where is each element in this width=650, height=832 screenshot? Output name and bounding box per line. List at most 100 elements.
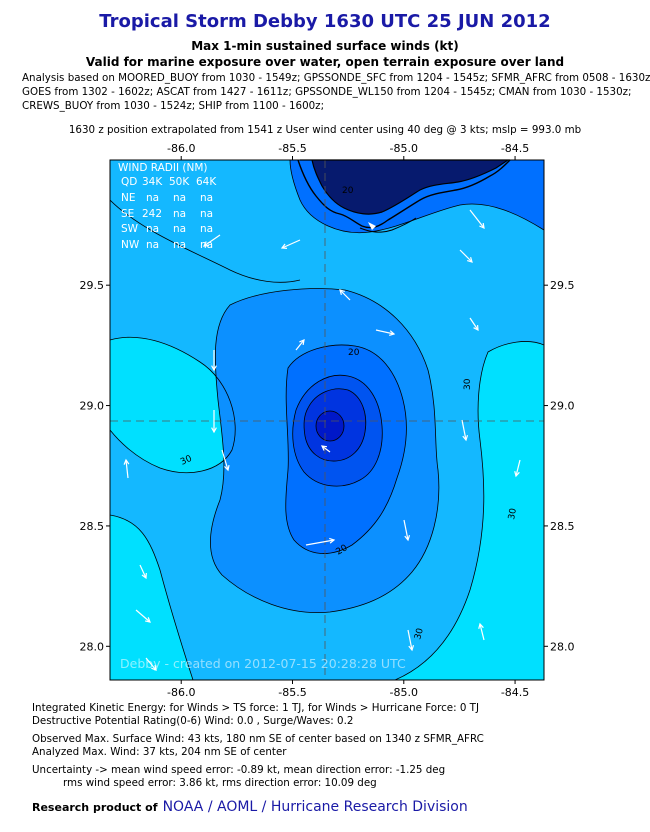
observed-max-line: Observed Max. Surface Wind: 43 kts, 180 … [32,733,484,745]
radii-quadrant: SW [121,223,139,235]
radii-64k: na [200,208,213,220]
lat-label-left: 28.5 [80,520,105,533]
wind-radii-table: WIND RADII (NM) QD 34K 50K 64K NE na na … [118,162,217,251]
research-label: Research product of [32,801,158,814]
lon-label-bottom: -84.5 [501,686,529,699]
lon-label-top: -84.5 [501,142,529,155]
uncertainty-line: Uncertainty -> mean wind speed error: -0… [32,764,446,776]
wind-arrow-head [211,365,217,372]
wind-arrow [403,519,409,541]
contour-label: 20 [348,348,360,358]
wind-arrow-head [479,222,485,229]
lon-label-top: -85.5 [278,142,306,155]
wind-arrow [281,239,301,249]
wind-arrow-head [141,572,147,580]
lat-label-left: 29.5 [80,279,105,292]
wind-arrow-head [224,464,230,472]
radii-quadrant: SE [121,208,134,220]
radii-50k: na [173,208,186,220]
wind-arrow [479,623,485,641]
lon-label-bottom: -85.5 [278,686,306,699]
map-frame [109,159,545,681]
lat-label-right: 29.0 [550,400,575,413]
ike-line: Integrated Kinetic Energy: for Winds > T… [32,702,479,714]
wind-arrow-head [478,622,484,629]
wind-arrow-head [151,664,157,671]
wind-arrow [305,539,335,546]
axis-tick-labels: -86.0 -86.0 -85.5 -85.5 -85.0 -85.0 -84.5 -84.5… [80,142,575,699]
wind-arrow-head [144,617,151,623]
lon-label-bottom: -85.0 [390,686,418,699]
wind-arrow-head [320,445,328,451]
radii-34k: na [146,239,159,251]
wind-arrow [321,445,331,453]
wind-arrow-head [389,330,396,336]
wind-arrow [139,564,147,579]
wind-arrow-head [514,471,520,478]
wind-arrow [515,459,521,477]
coast-highlight [368,222,376,230]
lat-label-right: 28.0 [550,640,575,653]
wind-arrow-head [408,645,415,652]
wind-arrow-head [211,427,217,434]
lat-label-left: 29.0 [80,400,105,413]
wind-arrow [375,329,395,335]
lat-label-right: 29.5 [550,279,575,292]
wind-arrow-head [202,241,210,247]
wind-arrow [295,339,305,351]
band-over-30-west [110,337,236,473]
rms-line: rms wind speed error: 3.86 kt, rms direc… [63,777,377,789]
lon-label-top: -86.0 [167,142,195,155]
wind-contours [110,160,544,680]
radii-50k: na [173,239,186,251]
wind-arrow [339,289,351,301]
wind-arrow [459,249,473,263]
wind-arrow [125,459,129,479]
research-credit: Research product of NOAA / AOML / Hurric… [32,796,468,815]
wind-arrow-head [467,257,473,263]
radii-col-64k: 64K [196,176,217,188]
radii-34k: 242 [142,208,162,220]
land-mass [300,159,510,215]
lon-label-top: -85.0 [390,142,418,155]
analyzed-max-line: Analyzed Max. Wind: 37 kts, 204 nm SE of… [32,746,287,758]
lon-label-bottom: -86.0 [167,686,195,699]
analysis-line-3: CREWS_BUOY from 1030 - 1524z; SHIP from … [22,100,325,112]
wind-arrow [203,234,221,247]
radii-quadrant: NE [121,192,136,204]
dpr-line: Destructive Potential Rating(0-6) Wind: … [32,715,354,727]
contour-lines [110,160,544,680]
radii-34k: na [146,223,159,235]
wind-arrow-head [339,289,345,295]
wind-arrow-head [462,435,469,442]
radii-50k: na [173,192,186,204]
radii-34k: na [146,192,159,204]
wind-radii-title: WIND RADII (NM) [118,162,208,174]
contour-label: 20 [342,186,354,196]
wind-arrow-head [123,458,130,465]
hrd-org-link[interactable]: NOAA / AOML / Hurricane Research Divisio… [162,799,468,815]
analysis-line-2: GOES from 1302 - 1602z; ASCAT from 1427 … [22,86,632,98]
creation-watermark: Debby - created on 2012-07-15 20:28:28 U… [120,656,406,671]
wind-arrow-head [404,535,411,542]
wind-arrow [469,317,479,331]
wind-arrow [461,419,467,441]
wind-arrow-head [473,324,479,332]
radii-64k: na [200,223,213,235]
contour-label: 30 [179,454,194,468]
center-crosshair [110,160,544,680]
wind-arrow [135,609,151,623]
wind-arrow-head [299,339,305,346]
position-note: 1630 z position extrapolated from 1541 z… [68,124,582,136]
radii-col-34k: 34K [142,176,163,188]
radii-64k: na [200,192,213,204]
wind-arrow [221,449,229,471]
lat-label-right: 28.5 [550,520,575,533]
map-title: Tropical Storm Debby 1630 UTC 25 JUN 201… [99,11,551,32]
wind-arrow [469,209,485,229]
radii-quadrant: NW [121,239,140,251]
wind-arrow-head [329,537,336,544]
wind-arrow [407,629,413,651]
contour-label: 30 [463,378,473,390]
